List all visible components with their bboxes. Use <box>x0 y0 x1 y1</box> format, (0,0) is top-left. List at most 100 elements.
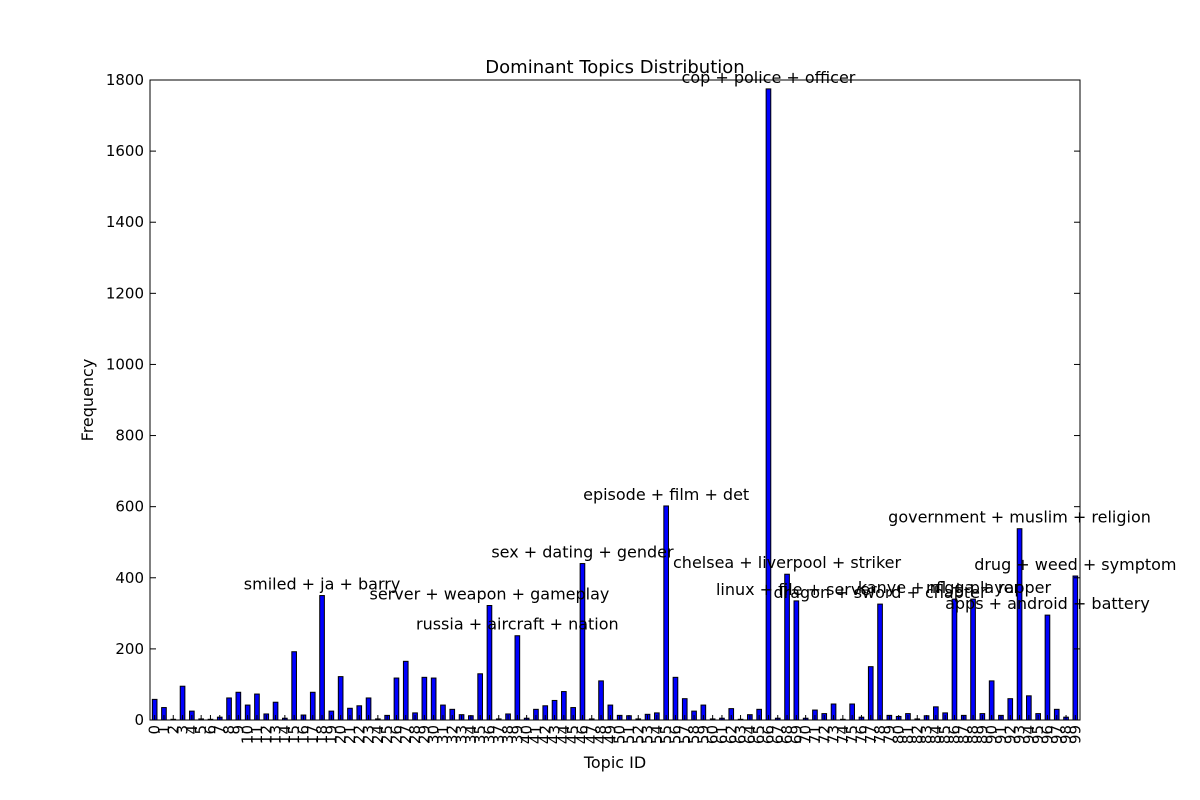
y-tick-label: 800 <box>115 427 144 445</box>
x-tick-label: 3 <box>174 725 192 735</box>
bar-topic-90 <box>988 680 995 721</box>
y-tick-label: 200 <box>115 640 144 658</box>
bar-topic-39 <box>514 635 521 721</box>
x-axis-title: Topic ID <box>583 753 646 772</box>
bar-topic-86 <box>951 598 958 721</box>
x-tick-label: 76 <box>852 725 870 744</box>
bar-topic-77 <box>867 666 874 721</box>
x-tick-label: 10 <box>239 725 257 744</box>
annotation-topic-78: dragon + sword + chapter <box>774 583 987 602</box>
x-tick-label: 22 <box>350 725 368 744</box>
x-tick-label: 41 <box>527 725 545 744</box>
x-tick-label: 79 <box>880 725 898 744</box>
bar-topic-3 <box>179 685 186 721</box>
x-tick-label: 38 <box>499 725 517 744</box>
x-tick-label: 70 <box>797 725 815 744</box>
annotation-topic-88: nfl + player <box>926 578 1021 597</box>
x-tick-label: 72 <box>815 725 833 744</box>
x-tick-label: 73 <box>825 725 843 744</box>
x-tick-label: 58 <box>685 725 703 744</box>
x-tick-label: 90 <box>983 725 1001 744</box>
bar-topic-20 <box>337 676 344 721</box>
x-tick-label: 43 <box>546 725 564 744</box>
y-tick-label: 1000 <box>106 355 144 373</box>
x-tick-label: 25 <box>378 725 396 744</box>
x-tick-label: 11 <box>248 725 266 744</box>
x-tick-label: 52 <box>629 725 647 744</box>
x-tick-label: 40 <box>518 725 536 744</box>
x-tick-label: 63 <box>732 725 750 744</box>
y-tick-label: 0 <box>134 711 144 729</box>
y-axis-title: Frequency <box>78 359 97 442</box>
x-tick-label: 2 <box>164 725 182 735</box>
x-tick-label: 98 <box>1057 725 1075 744</box>
x-tick-label: 31 <box>434 725 452 744</box>
x-tick-label: 84 <box>927 725 945 744</box>
x-tick-label: 48 <box>592 725 610 744</box>
x-tick-label: 77 <box>862 725 880 744</box>
bar-topic-48 <box>598 680 604 721</box>
x-tick-label: 65 <box>750 725 768 744</box>
x-tick-label: 92 <box>1001 725 1019 744</box>
x-tick-label: 75 <box>843 725 861 744</box>
bar-topic-66 <box>765 88 772 721</box>
plot-frame <box>149 79 1081 721</box>
y-tick-label: 1200 <box>106 284 144 302</box>
x-tick-label: 96 <box>1038 725 1056 744</box>
x-tick-label: 33 <box>453 725 471 744</box>
x-tick-label: 68 <box>778 725 796 744</box>
x-tick-label: 24 <box>369 725 387 744</box>
x-tick-label: 28 <box>406 725 424 744</box>
x-tick-label: 0 <box>146 725 164 735</box>
x-tick-label: 36 <box>480 725 498 744</box>
annotation-topic-69: linux + file + server <box>716 580 877 599</box>
x-tick-label: 14 <box>276 725 294 744</box>
x-tick-label: 80 <box>890 725 908 744</box>
x-tick-label: 62 <box>722 725 740 744</box>
x-tick-label: 91 <box>992 725 1010 744</box>
x-tick-label: 1 <box>155 725 173 735</box>
x-tick-label: 32 <box>443 725 461 744</box>
x-tick-label: 5 <box>192 725 210 735</box>
x-tick-label: 93 <box>1011 725 1029 744</box>
y-tick-label: 600 <box>115 498 144 516</box>
x-tick-label: 7 <box>211 725 229 735</box>
y-tick-label: 1800 <box>106 71 144 89</box>
x-tick-label: 34 <box>462 725 480 744</box>
x-tick-label: 94 <box>1020 725 1038 744</box>
x-tick-label: 4 <box>183 725 201 735</box>
x-tick-label: 54 <box>648 725 666 744</box>
bar-topic-30 <box>430 677 437 721</box>
x-tick-label: 86 <box>945 725 963 744</box>
annotation-topic-36: server + weapon + gameplay <box>370 585 610 604</box>
bar-topic-26 <box>393 677 400 721</box>
annotation-topic-99: drug + weed + symptom <box>974 555 1176 574</box>
x-tick-label: 85 <box>936 725 954 744</box>
x-tick-label: 47 <box>583 725 601 744</box>
x-tick-label: 61 <box>713 725 731 744</box>
x-tick-label: 71 <box>806 725 824 744</box>
x-tick-label: 50 <box>611 725 629 744</box>
bar-topic-35 <box>477 673 483 721</box>
x-tick-label: 46 <box>573 725 591 744</box>
bar-topic-29 <box>421 676 428 721</box>
bar-topic-96 <box>1044 614 1051 721</box>
x-tick-label: 17 <box>304 725 322 744</box>
x-tick-label: 12 <box>257 725 275 744</box>
bar-topic-15 <box>291 651 297 721</box>
x-tick-label: 87 <box>955 725 973 744</box>
x-tick-label: 49 <box>601 725 619 744</box>
x-tick-label: 19 <box>322 725 340 744</box>
x-tick-label: 44 <box>555 725 573 744</box>
bar-topic-88 <box>970 598 976 721</box>
chart-title: Dominant Topics Distribution <box>485 57 744 78</box>
x-tick-label: 39 <box>508 725 526 744</box>
x-tick-label: 29 <box>415 725 433 744</box>
x-tick-label: 74 <box>834 725 852 744</box>
y-axis: 0 200 400 600 800 1000 1200 1400 1600 1800 <box>106 71 1080 729</box>
x-tick-label: 55 <box>657 725 675 744</box>
x-tick-label: 69 <box>787 725 805 744</box>
x-tick-label: 35 <box>471 725 489 744</box>
x-tick-label: 81 <box>899 725 917 744</box>
